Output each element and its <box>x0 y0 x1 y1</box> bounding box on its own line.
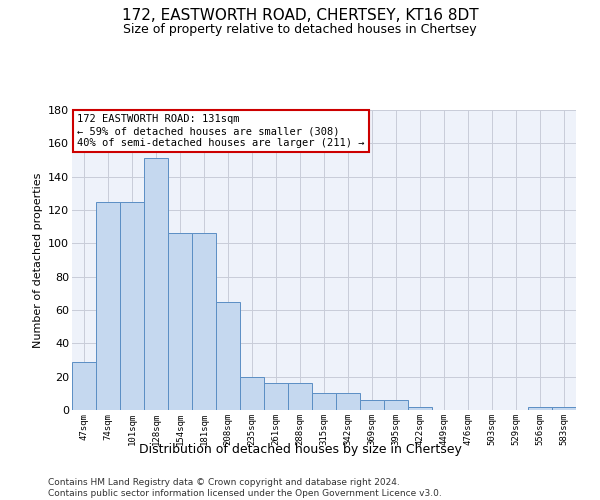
Bar <box>240 376 264 410</box>
Text: 172, EASTWORTH ROAD, CHERTSEY, KT16 8DT: 172, EASTWORTH ROAD, CHERTSEY, KT16 8DT <box>122 8 478 22</box>
Text: Contains HM Land Registry data © Crown copyright and database right 2024.
Contai: Contains HM Land Registry data © Crown c… <box>48 478 442 498</box>
Bar <box>72 362 96 410</box>
Bar <box>264 384 288 410</box>
Text: Distribution of detached houses by size in Chertsey: Distribution of detached houses by size … <box>139 442 461 456</box>
Bar <box>384 400 408 410</box>
Bar <box>216 302 240 410</box>
Bar <box>528 406 552 410</box>
Bar <box>192 234 216 410</box>
Bar <box>168 234 192 410</box>
Bar <box>144 158 168 410</box>
Bar <box>288 384 312 410</box>
Text: 172 EASTWORTH ROAD: 131sqm
← 59% of detached houses are smaller (308)
40% of sem: 172 EASTWORTH ROAD: 131sqm ← 59% of deta… <box>77 114 365 148</box>
Bar <box>312 394 336 410</box>
Bar <box>552 406 576 410</box>
Bar <box>408 406 432 410</box>
Bar <box>336 394 360 410</box>
Bar <box>360 400 384 410</box>
Y-axis label: Number of detached properties: Number of detached properties <box>32 172 43 348</box>
Bar <box>96 202 120 410</box>
Text: Size of property relative to detached houses in Chertsey: Size of property relative to detached ho… <box>123 22 477 36</box>
Bar <box>120 202 144 410</box>
